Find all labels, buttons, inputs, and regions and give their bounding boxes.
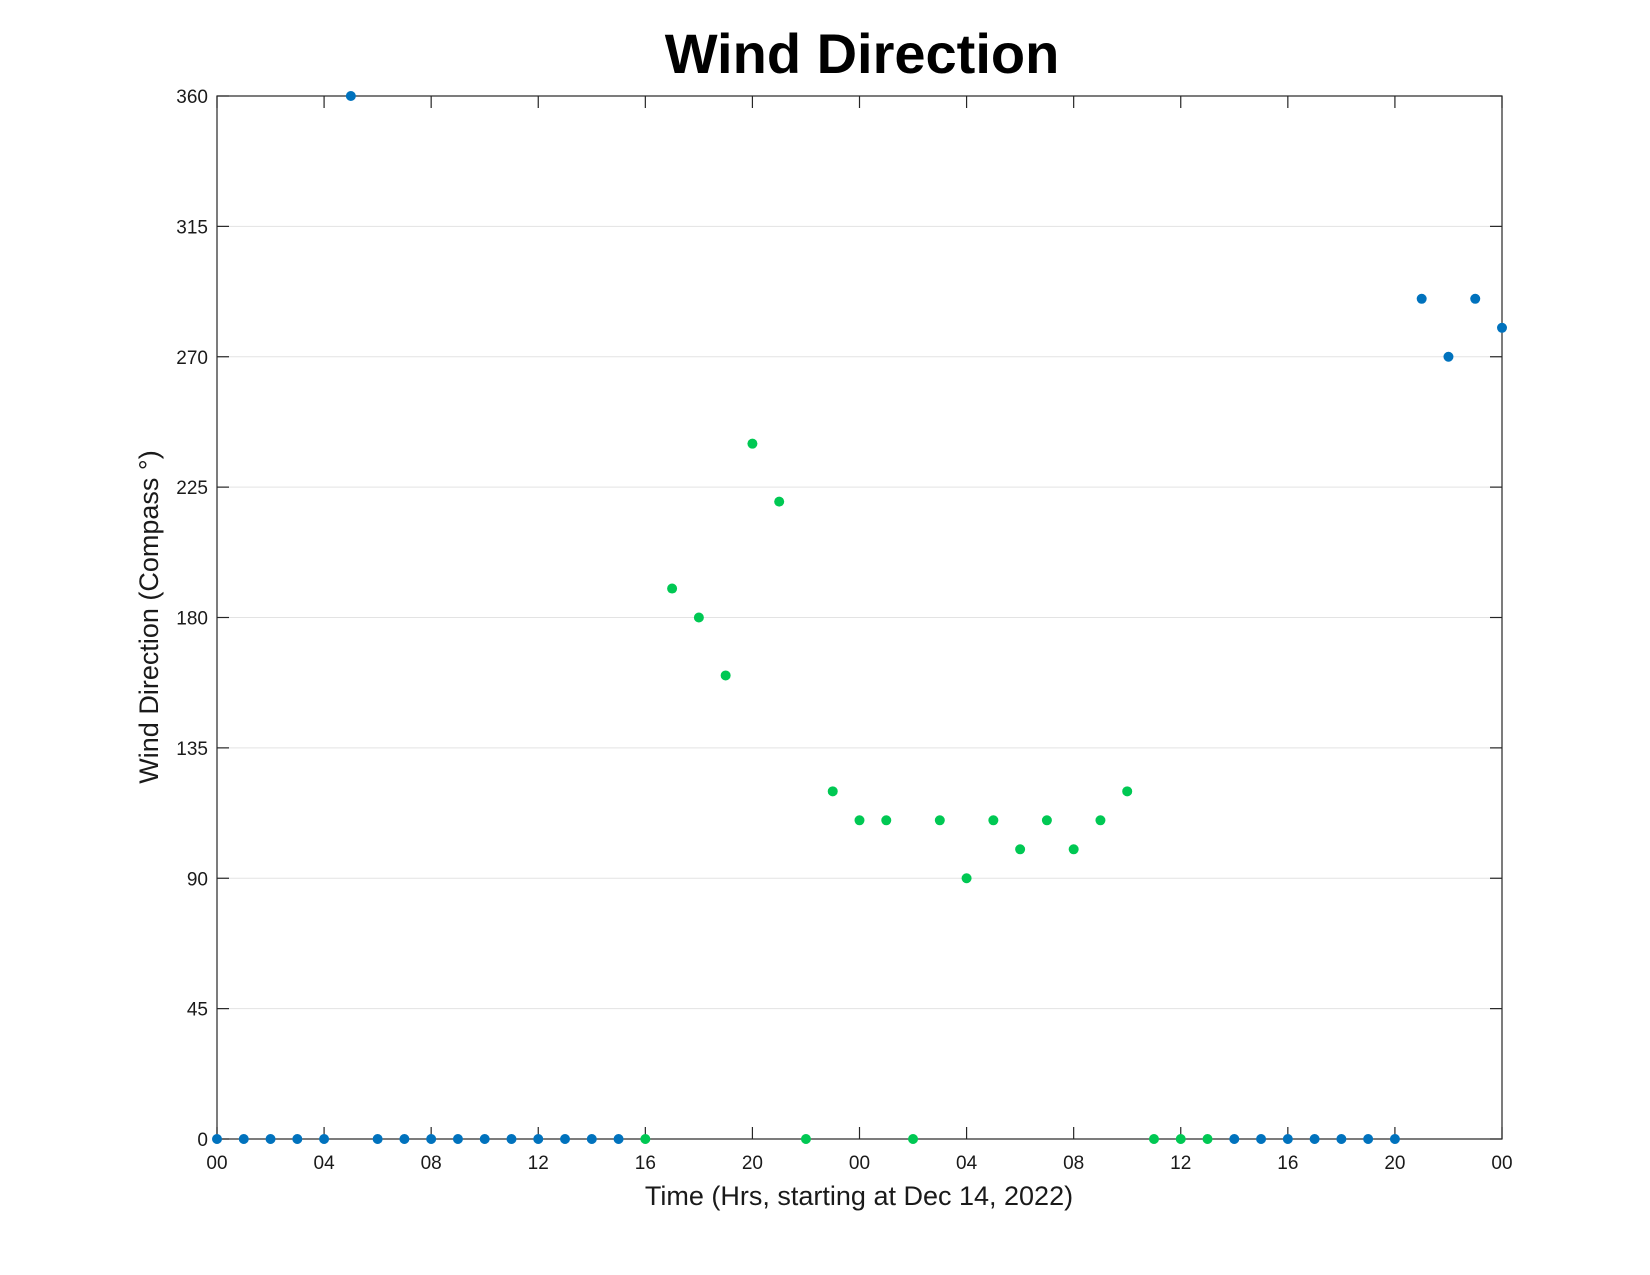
x-tick-label: 20 bbox=[1384, 1153, 1405, 1174]
data-point-blue bbox=[292, 1134, 303, 1144]
data-point-blue bbox=[399, 1134, 410, 1144]
data-point-green bbox=[1122, 786, 1133, 797]
data-point-blue bbox=[426, 1134, 437, 1144]
x-tick-label: 20 bbox=[742, 1153, 763, 1174]
data-points bbox=[212, 91, 1507, 1144]
data-point-green bbox=[640, 1134, 651, 1144]
data-point-blue bbox=[345, 91, 356, 101]
data-point-green bbox=[1068, 844, 1079, 855]
data-point-green bbox=[908, 1134, 919, 1144]
x-tick-label: 04 bbox=[956, 1153, 978, 1174]
data-point-blue bbox=[506, 1134, 517, 1144]
x-tick-label: 08 bbox=[1063, 1153, 1084, 1174]
x-tick-label: 12 bbox=[1170, 1153, 1191, 1174]
data-point-blue bbox=[1309, 1134, 1320, 1144]
axis-ticks bbox=[216, 95, 1503, 1140]
data-point-blue bbox=[1336, 1134, 1347, 1144]
data-point-blue bbox=[212, 1134, 222, 1144]
data-point-blue bbox=[1389, 1134, 1400, 1144]
data-point-green bbox=[1175, 1134, 1186, 1144]
data-point-blue bbox=[1229, 1134, 1240, 1144]
x-tick-label: 00 bbox=[849, 1153, 870, 1174]
data-point-green bbox=[1095, 815, 1106, 826]
x-tick-label: 00 bbox=[1491, 1153, 1512, 1174]
x-tick-label: 04 bbox=[314, 1153, 336, 1174]
x-tick-label: 16 bbox=[1277, 1153, 1298, 1174]
data-point-blue bbox=[1256, 1134, 1267, 1144]
x-tick-label: 00 bbox=[206, 1153, 227, 1174]
x-tick-label: 12 bbox=[528, 1153, 549, 1174]
data-point-blue bbox=[452, 1134, 463, 1144]
data-point-green bbox=[1015, 844, 1026, 855]
data-point-blue bbox=[1497, 322, 1507, 333]
data-point-green bbox=[961, 873, 972, 884]
data-point-green bbox=[720, 670, 731, 681]
y-tick-label: 360 bbox=[176, 87, 208, 108]
y-tick-label: 90 bbox=[187, 869, 208, 890]
data-point-green bbox=[988, 815, 999, 826]
x-axis-label: Time (Hrs, starting at Dec 14, 2022) bbox=[645, 1181, 1073, 1211]
data-point-blue bbox=[372, 1134, 383, 1144]
data-point-green bbox=[667, 583, 678, 594]
y-tick-labels: 0 45 90 135 180 225 270 315 360 bbox=[176, 87, 208, 1151]
y-tick-label: 225 bbox=[176, 478, 208, 499]
data-point-green bbox=[854, 815, 865, 826]
y-tick-label: 180 bbox=[176, 609, 208, 630]
y-tick-label: 270 bbox=[176, 348, 208, 369]
data-point-blue bbox=[1363, 1134, 1374, 1144]
data-point-blue bbox=[1282, 1134, 1293, 1144]
data-point-blue bbox=[1443, 351, 1454, 362]
x-tick-label: 16 bbox=[635, 1153, 656, 1174]
data-point-green bbox=[747, 438, 758, 449]
data-point-blue bbox=[613, 1134, 624, 1144]
data-point-green bbox=[1202, 1134, 1213, 1144]
data-point-green bbox=[1041, 815, 1052, 826]
data-point-green bbox=[800, 1134, 811, 1144]
grid-lines bbox=[217, 225, 1502, 1010]
data-point-green bbox=[774, 496, 785, 507]
data-point-blue bbox=[238, 1134, 249, 1144]
data-point-blue bbox=[586, 1134, 597, 1144]
y-tick-label: 315 bbox=[176, 217, 208, 238]
y-tick-label: 135 bbox=[176, 739, 208, 760]
data-point-blue bbox=[1416, 293, 1427, 304]
x-tick-labels: 00 04 08 12 16 20 00 04 08 12 16 20 00 bbox=[206, 1153, 1512, 1174]
data-point-blue bbox=[533, 1134, 544, 1144]
data-point-blue bbox=[319, 1134, 330, 1144]
data-point-blue bbox=[265, 1134, 276, 1144]
data-point-blue bbox=[479, 1134, 490, 1144]
data-point-green bbox=[693, 612, 704, 623]
y-axis-label: Wind Direction (Compass °) bbox=[134, 450, 164, 783]
data-point-blue bbox=[560, 1134, 571, 1144]
data-point-green bbox=[827, 786, 838, 797]
data-point-green bbox=[934, 815, 945, 826]
chart-title: Wind Direction bbox=[665, 22, 1060, 85]
y-tick-label: 45 bbox=[187, 1000, 208, 1021]
x-tick-label: 08 bbox=[421, 1153, 442, 1174]
data-point-blue bbox=[1470, 293, 1481, 304]
data-point-green bbox=[881, 815, 892, 826]
data-point-green bbox=[1148, 1134, 1159, 1144]
y-tick-label: 0 bbox=[197, 1130, 208, 1151]
